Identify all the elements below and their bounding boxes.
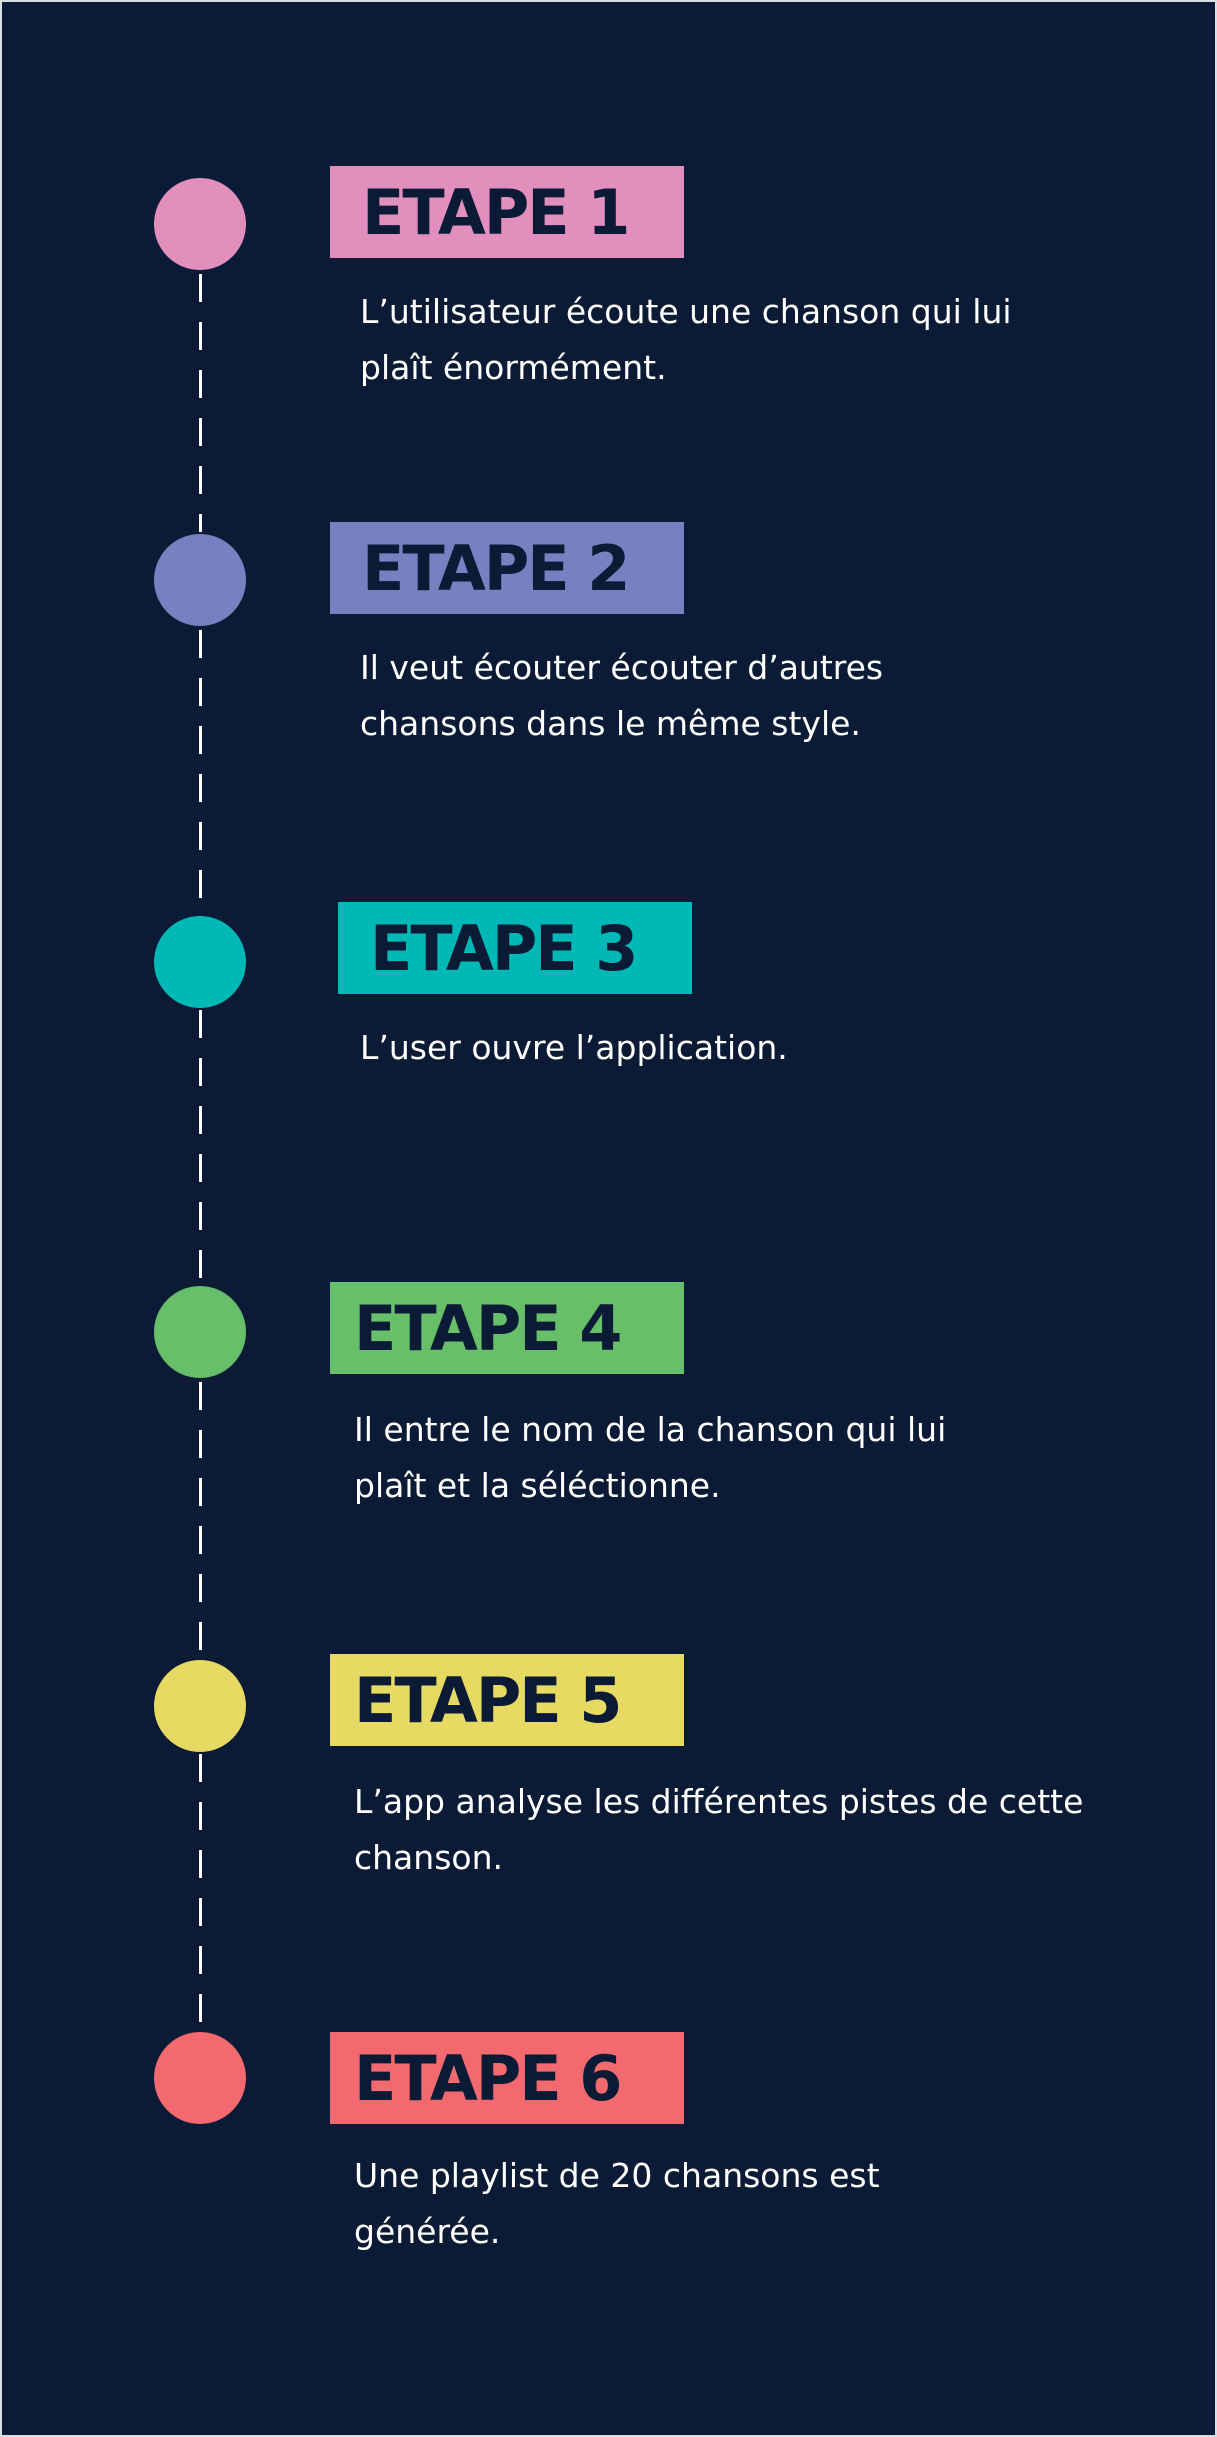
step-4-node [154, 1286, 246, 1378]
step-4-title: ETAPE 4 [330, 1282, 684, 1374]
step-1-description: L’utilisateur écoute une chanson qui lui… [360, 292, 1012, 387]
connector-line-5 [199, 1754, 202, 2030]
step-2-title: ETAPE 2 [330, 522, 684, 614]
connector-line-1 [199, 274, 202, 532]
step-6-node [154, 2032, 246, 2124]
step-2-description: Il veut écouter écouter d’autres chanson… [360, 648, 884, 743]
step-3-description: L’user ouvre l’application. [360, 1028, 788, 1067]
step-2-node [154, 534, 246, 626]
connector-line-2 [199, 630, 202, 910]
step-1-title: ETAPE 1 [330, 166, 684, 258]
step-1-node [154, 178, 246, 270]
step-6-description: Une playlist de 20 chansons est générée. [354, 2156, 880, 2251]
connector-line-3 [199, 1010, 202, 1282]
step-3-node [154, 916, 246, 1008]
step-5-description: L’app analyse les différentes pistes de … [354, 1782, 1084, 1877]
step-6-title: ETAPE 6 [330, 2032, 684, 2124]
connector-line-4 [199, 1382, 202, 1658]
step-5-title: ETAPE 5 [330, 1654, 684, 1746]
step-5-node [154, 1660, 246, 1752]
step-4-description: Il entre le nom de la chanson qui lui pl… [354, 1410, 947, 1505]
step-3-title: ETAPE 3 [338, 902, 692, 994]
